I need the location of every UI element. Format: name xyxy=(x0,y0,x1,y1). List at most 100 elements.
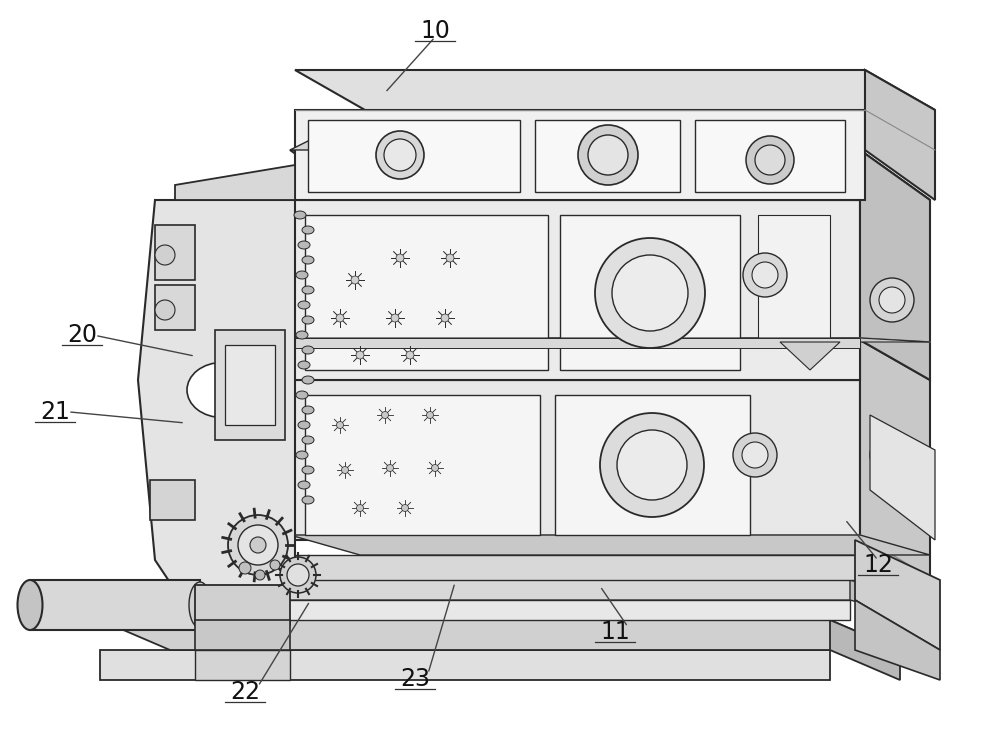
Polygon shape xyxy=(225,345,275,425)
Circle shape xyxy=(446,254,454,262)
Circle shape xyxy=(336,421,344,428)
Polygon shape xyxy=(535,120,680,192)
Circle shape xyxy=(228,515,288,575)
Ellipse shape xyxy=(298,421,310,429)
Polygon shape xyxy=(860,150,930,380)
Ellipse shape xyxy=(302,496,314,504)
Circle shape xyxy=(270,560,280,570)
Circle shape xyxy=(733,433,777,477)
Circle shape xyxy=(743,253,787,297)
Circle shape xyxy=(617,430,687,500)
Polygon shape xyxy=(830,620,900,680)
Circle shape xyxy=(588,135,628,175)
Ellipse shape xyxy=(302,466,314,474)
Polygon shape xyxy=(120,580,920,600)
Circle shape xyxy=(426,412,434,418)
Polygon shape xyxy=(290,338,930,342)
Text: 11: 11 xyxy=(600,620,630,644)
Polygon shape xyxy=(30,580,200,630)
Ellipse shape xyxy=(302,316,314,324)
Circle shape xyxy=(742,442,768,468)
Polygon shape xyxy=(290,340,930,380)
Polygon shape xyxy=(100,650,830,680)
Text: 12: 12 xyxy=(863,554,893,577)
Ellipse shape xyxy=(302,226,314,234)
Circle shape xyxy=(752,262,778,288)
Circle shape xyxy=(612,255,688,331)
Circle shape xyxy=(755,145,785,175)
Ellipse shape xyxy=(18,580,42,630)
Circle shape xyxy=(600,413,704,517)
Text: 23: 23 xyxy=(400,667,430,691)
Polygon shape xyxy=(758,215,830,340)
Polygon shape xyxy=(155,225,195,280)
Circle shape xyxy=(384,139,416,171)
Circle shape xyxy=(351,276,359,284)
Circle shape xyxy=(382,412,388,418)
Circle shape xyxy=(396,254,404,262)
Ellipse shape xyxy=(296,271,308,279)
Polygon shape xyxy=(138,200,295,590)
Polygon shape xyxy=(290,555,860,580)
Circle shape xyxy=(879,442,905,468)
Circle shape xyxy=(356,351,364,359)
Ellipse shape xyxy=(302,256,314,264)
Polygon shape xyxy=(195,585,290,625)
Circle shape xyxy=(342,467,349,473)
Ellipse shape xyxy=(302,436,314,444)
Ellipse shape xyxy=(298,241,310,249)
Polygon shape xyxy=(215,330,285,440)
Polygon shape xyxy=(560,215,740,370)
Polygon shape xyxy=(555,395,750,535)
Polygon shape xyxy=(870,415,935,540)
Ellipse shape xyxy=(187,363,257,418)
Ellipse shape xyxy=(298,481,310,489)
Circle shape xyxy=(432,464,438,471)
Ellipse shape xyxy=(189,582,211,628)
Polygon shape xyxy=(305,395,540,535)
Polygon shape xyxy=(780,342,840,370)
Ellipse shape xyxy=(294,211,306,219)
Circle shape xyxy=(746,136,794,184)
Circle shape xyxy=(441,314,449,322)
Polygon shape xyxy=(865,70,935,200)
Ellipse shape xyxy=(298,301,310,309)
Ellipse shape xyxy=(296,331,308,339)
Polygon shape xyxy=(150,480,195,520)
Polygon shape xyxy=(850,580,920,620)
Polygon shape xyxy=(290,535,930,555)
Polygon shape xyxy=(175,165,295,200)
Ellipse shape xyxy=(302,406,314,414)
Circle shape xyxy=(238,525,278,565)
Circle shape xyxy=(287,564,309,586)
Circle shape xyxy=(376,131,424,179)
Ellipse shape xyxy=(296,451,308,459)
Circle shape xyxy=(406,351,414,359)
Text: 10: 10 xyxy=(420,19,450,43)
Polygon shape xyxy=(195,620,290,650)
Ellipse shape xyxy=(298,361,310,369)
Polygon shape xyxy=(290,200,860,380)
Polygon shape xyxy=(290,150,930,200)
Polygon shape xyxy=(295,110,865,200)
Circle shape xyxy=(595,238,705,348)
Polygon shape xyxy=(855,600,940,680)
Circle shape xyxy=(239,562,251,574)
Polygon shape xyxy=(100,620,900,650)
Polygon shape xyxy=(120,600,850,620)
Circle shape xyxy=(155,245,175,265)
Polygon shape xyxy=(290,380,860,540)
Polygon shape xyxy=(860,340,930,580)
Polygon shape xyxy=(155,285,195,330)
Ellipse shape xyxy=(302,376,314,384)
Ellipse shape xyxy=(302,346,314,354)
Polygon shape xyxy=(295,70,935,110)
Polygon shape xyxy=(308,120,520,192)
Polygon shape xyxy=(290,338,860,348)
Polygon shape xyxy=(195,650,290,680)
Circle shape xyxy=(391,314,399,322)
Circle shape xyxy=(250,537,266,553)
Ellipse shape xyxy=(296,391,308,399)
Circle shape xyxy=(155,300,175,320)
Polygon shape xyxy=(290,130,360,150)
